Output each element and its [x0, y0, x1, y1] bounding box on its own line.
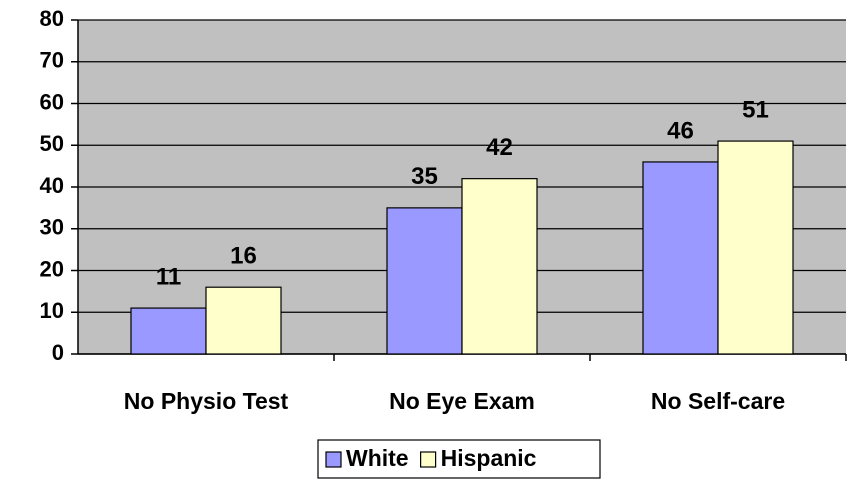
bar: [386, 207, 463, 355]
value-label: 46: [667, 117, 694, 144]
y-tick-label: 40: [40, 173, 64, 198]
x-tick-label: No Self-care: [651, 388, 785, 414]
y-tick-label: 60: [40, 89, 64, 114]
legend-swatch: [420, 451, 437, 468]
bar: [130, 307, 207, 355]
legend-label: White: [346, 445, 409, 471]
x-tick-label: No Physio Test: [124, 388, 289, 414]
y-tick-label: 30: [40, 215, 64, 240]
value-label: 11: [156, 263, 181, 290]
value-label: 16: [230, 243, 257, 270]
value-label: 51: [742, 96, 769, 123]
y-tick-label: 70: [40, 48, 64, 73]
bar: [205, 286, 282, 355]
y-tick-label: 20: [40, 256, 64, 281]
legend-label: Hispanic: [441, 445, 537, 471]
y-tick-label: 80: [40, 6, 64, 31]
y-tick-label: 0: [52, 340, 64, 365]
value-label: 42: [486, 134, 513, 161]
x-tick-label: No Eye Exam: [389, 388, 535, 414]
y-tick-label: 50: [40, 131, 64, 156]
legend-swatch: [325, 451, 342, 468]
bar: [717, 140, 794, 355]
value-label: 35: [411, 163, 438, 190]
y-tick-label: 10: [40, 298, 64, 323]
legend-box: [317, 439, 601, 479]
bar: [642, 161, 719, 355]
bar: [461, 178, 538, 355]
